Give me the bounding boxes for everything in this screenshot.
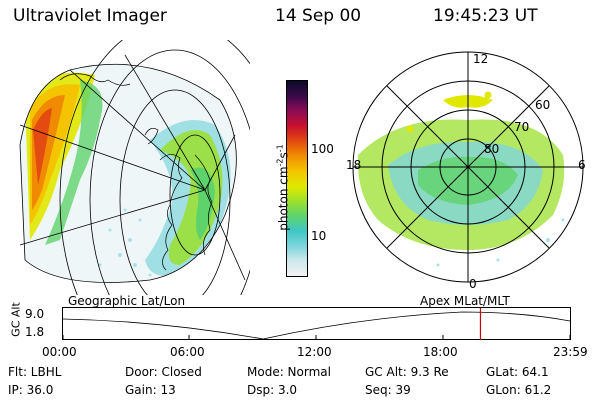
info-gain: Gain: 13 — [125, 383, 176, 397]
timeline-plot — [62, 307, 571, 340]
mlt-label-6: 6 — [578, 158, 586, 172]
info-dsp: Dsp: 3.0 — [247, 383, 298, 397]
time-tick-0000: 00:00 — [42, 345, 77, 359]
polar-plot: 12 18 6 0 60 70 80 — [346, 51, 586, 291]
mlt-label-18: 18 — [346, 158, 361, 172]
colorbar — [286, 80, 308, 277]
info-seq: Seq: 39 — [365, 383, 411, 397]
info-glat: GLat: 64.1 — [486, 365, 549, 379]
info-door: Door: Closed — [125, 365, 202, 379]
timeline-ytick-high: 9.0 — [25, 307, 45, 321]
mlat-label-80: 80 — [484, 142, 499, 156]
time-tick-0600: 06:00 — [170, 345, 205, 359]
mlat-label-70: 70 — [514, 120, 529, 134]
colorbar-tick-100: 100 — [311, 142, 334, 156]
colorbar-unit-label: photon cm-2s-1 — [275, 144, 291, 231]
colorbar-tick-10: 10 — [311, 229, 327, 243]
timeline-y-axis-label: GC Alt — [9, 302, 23, 337]
info-ip: IP: 36.0 — [8, 383, 54, 397]
info-gc-alt: GC Alt: 9.3 Re — [365, 365, 449, 379]
mlt-label-12: 12 — [473, 52, 488, 66]
timeline-ytick-low: 1.8 — [25, 325, 45, 339]
timeline-left-title: Geographic Lat/Lon — [68, 294, 186, 308]
timeline-altitude-curve — [62, 311, 571, 340]
date-label: 14 Sep 00 — [275, 6, 362, 26]
info-mode: Mode: Normal — [247, 365, 331, 379]
info-glon: GLon: 61.2 — [486, 383, 552, 397]
mlat-label-60: 60 — [535, 98, 550, 112]
timeline-right-title: Apex MLat/MLT — [420, 294, 510, 308]
mlt-label-0: 0 — [469, 277, 477, 291]
time-label: 19:45:23 UT — [433, 6, 538, 26]
geographic-image — [19, 40, 250, 295]
time-tick-1800: 18:00 — [423, 345, 458, 359]
colorbar-gradient — [287, 81, 307, 276]
instrument-title: Ultraviolet Imager — [13, 6, 167, 26]
time-tick-1200: 12:00 — [297, 345, 332, 359]
time-tick-2359: 23:59 — [553, 345, 588, 359]
info-flt: Flt: LBHL — [8, 365, 62, 379]
